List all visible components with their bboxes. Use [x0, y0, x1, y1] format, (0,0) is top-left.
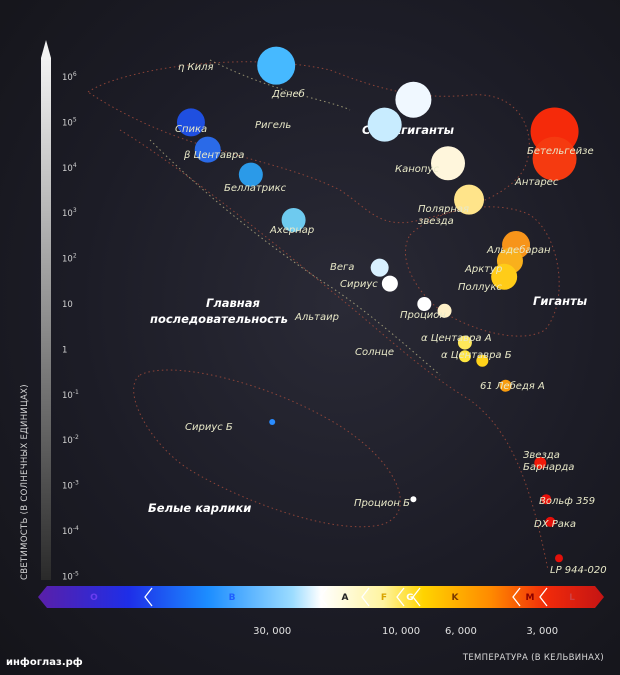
star-11-label: Альдебаран — [486, 244, 551, 256]
y-tick-label: 104 — [62, 162, 77, 174]
star-7 — [431, 146, 466, 181]
spectral-class-A: A — [342, 593, 349, 603]
y-axis-title: СВЕТИМОСТЬ (В СОЛНЕЧНЫХ ЕДИНИЦАХ) — [20, 384, 30, 580]
white-dwarfs-outline — [133, 369, 401, 528]
star-labels: η Киля Денеб Ригель Спика β Центавра Беллатри… — [175, 62, 607, 576]
star-5 — [238, 162, 263, 187]
star-15 — [381, 275, 398, 292]
main-sequence-dotted — [149, 59, 441, 376]
star-1-label: Денеб — [271, 88, 305, 100]
star-22 — [534, 456, 547, 469]
spectral-class-O: O — [90, 593, 98, 603]
star-22-label: Звезда Барнарда — [523, 450, 574, 473]
y-tick-label: 103 — [62, 207, 77, 219]
star-0 — [257, 46, 296, 85]
y-tick-label: 105 — [62, 116, 77, 128]
star-13 — [491, 263, 518, 290]
y-tick-label: 10 — [62, 300, 73, 310]
star-8 — [454, 184, 485, 215]
source-label: инфоглаз.рф — [6, 656, 83, 668]
star-16-label: Альтаир — [294, 312, 339, 323]
y-tick-label: 10-2 — [62, 434, 79, 446]
x-tick-label: 10, 000 — [382, 626, 420, 637]
white-dwarfs-label: Белые карлики — [148, 501, 251, 515]
star-3 — [176, 108, 205, 137]
star-20 — [476, 354, 489, 367]
main-sequence-label-line1: Главная — [206, 296, 260, 310]
luminosity-scale-arrow — [41, 40, 51, 58]
star-13-label: Поллукс — [458, 282, 502, 293]
star-26 — [269, 419, 276, 426]
star-27-label: Процион Б — [354, 498, 410, 509]
star-12-label: Арктур — [464, 264, 502, 275]
star-17 — [437, 303, 452, 318]
star-25 — [555, 554, 563, 563]
x-tick-label: 6, 000 — [445, 626, 477, 637]
y-tick-label: 1 — [62, 345, 67, 355]
luminosity-scale-bar — [41, 58, 51, 580]
star-19-label: Солнце — [355, 347, 394, 358]
star-10-label: Антарес — [514, 177, 559, 188]
star-18-label: α Центавра А — [421, 333, 492, 344]
star-19 — [458, 350, 471, 363]
star-21-label: 61 Лебедя А — [480, 380, 545, 392]
star-17-label: Процион — [400, 310, 446, 321]
y-tick-label: 10-3 — [62, 480, 79, 492]
spectral-class-K: K — [452, 593, 460, 603]
main-sequence-label-line2: последовательность — [150, 312, 288, 326]
star-9-label: Бетельгейзе — [527, 146, 594, 157]
star-16 — [417, 297, 432, 311]
star-21 — [499, 379, 512, 392]
star-24 — [545, 516, 556, 527]
y-tick-label: 10-4 — [62, 525, 79, 537]
star-23-label: Вольф 359 — [539, 496, 595, 507]
star-2 — [367, 107, 402, 142]
y-tick-label: 10-1 — [62, 389, 79, 401]
x-tick-label: 3, 000 — [526, 626, 558, 637]
star-23 — [541, 494, 552, 505]
star-3-label: Спика — [175, 124, 207, 135]
spectral-class-L: L — [569, 593, 575, 603]
y-tick-label: 106 — [62, 71, 77, 83]
star-4 — [194, 136, 221, 163]
spectral-class-G: G — [406, 593, 413, 603]
star-7-label: Канопус — [395, 164, 439, 175]
star-14 — [370, 258, 389, 277]
x-axis-title: ТЕМПЕРАТУРА (В КЕЛЬВИНАХ) — [462, 653, 604, 663]
spectral-dividers — [144, 587, 548, 607]
star-15-label: Сириус — [340, 279, 378, 290]
spectral-class-B: B — [229, 593, 236, 603]
y-tick-label: 10-5 — [62, 570, 79, 582]
spectral-class-F: F — [381, 593, 387, 603]
y-tick-label: 102 — [62, 253, 77, 265]
x-tick-label: 30, 000 — [253, 626, 291, 637]
star-10 — [532, 136, 577, 181]
star-5-label: Беллатрикс — [224, 183, 287, 194]
star-6-label: Ахернар — [269, 225, 314, 236]
x-tick-labels: 30, 000 10, 000 6, 000 3, 000 — [253, 626, 558, 637]
star-14-label: Вега — [330, 262, 354, 273]
giants-label: Гиганты — [533, 294, 588, 308]
star-1 — [395, 81, 432, 118]
stars — [176, 46, 579, 563]
star-6 — [281, 208, 306, 233]
star-18 — [457, 335, 472, 350]
spectral-class-M: M — [526, 593, 535, 603]
star-25-label: LP 944-020 — [550, 565, 607, 576]
star-26-label: Сириус Б — [185, 422, 233, 433]
star-2-label: Ригель — [255, 120, 291, 131]
spectral-class-bar — [38, 586, 604, 608]
star-8-label: Полярная звезда — [418, 204, 469, 227]
star-27 — [410, 496, 417, 503]
star-20-label: α Центавра Б — [441, 350, 512, 361]
star-0-label: η Киля — [178, 62, 214, 73]
star-4-label: β Центавра — [183, 150, 244, 161]
star-24-label: DX Рака — [534, 519, 576, 530]
